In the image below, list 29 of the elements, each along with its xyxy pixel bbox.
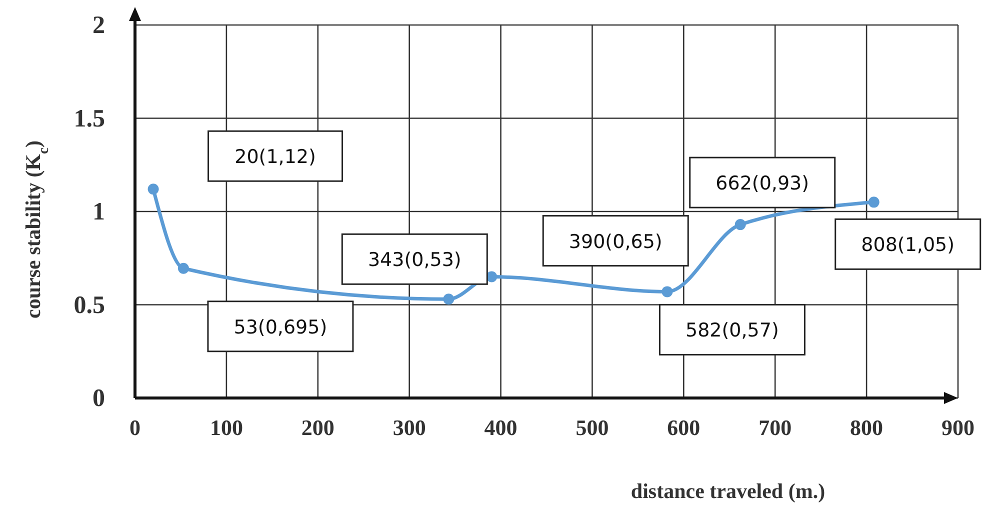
y-tick-label: 1.5 [74, 105, 105, 132]
annotation: 582(0,57) [686, 320, 779, 342]
x-tick-label: 0 [130, 415, 140, 440]
point [178, 262, 189, 274]
annotation: 343(0,53) [368, 249, 462, 272]
y-tick-label: 1 [92, 198, 105, 226]
point [868, 196, 880, 208]
annotation: 20(1,12) [234, 146, 316, 168]
point [148, 184, 159, 195]
annotation: 808(1,05) [861, 234, 955, 256]
x-tick-label: 800 [850, 415, 884, 440]
y-tick-label: 0 [92, 385, 105, 412]
x-tick-label: 500 [576, 415, 609, 440]
y-tick-label: 0.5 [74, 292, 105, 319]
x-tick-label: 600 [667, 415, 700, 440]
annotation: 53(0,695) [234, 316, 328, 338]
annotation: 390(0,65) [568, 230, 662, 253]
point [443, 294, 454, 305]
point [734, 219, 746, 230]
x-tick-label: 100 [210, 415, 243, 440]
x-tick-label: 900 [942, 415, 974, 440]
x-tick-label: 200 [301, 415, 334, 440]
x-tick-label: 400 [484, 415, 518, 440]
y-tick-label: 2 [92, 12, 105, 39]
x-axis-title: distance traveled (m.) [630, 479, 826, 503]
point [662, 286, 673, 298]
x-tick-label: 700 [758, 415, 792, 440]
annotation: 662(0,93) [716, 172, 810, 195]
x-tick-label: 300 [392, 415, 426, 440]
